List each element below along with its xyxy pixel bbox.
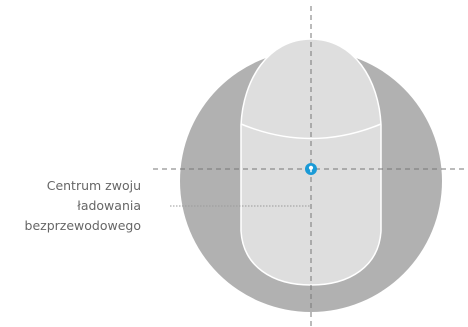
coil-center-label: Centrum zwoju ładowania bezprzewodowego <box>0 176 141 236</box>
phone-body-divider <box>240 123 382 140</box>
coil-center-label-line-3: bezprzewodowego <box>24 218 141 233</box>
coil-center-label-line-2: ładowania <box>77 198 141 213</box>
location-pin-icon <box>305 163 317 175</box>
coil-center-label-line-1: Centrum zwoju <box>46 178 141 193</box>
